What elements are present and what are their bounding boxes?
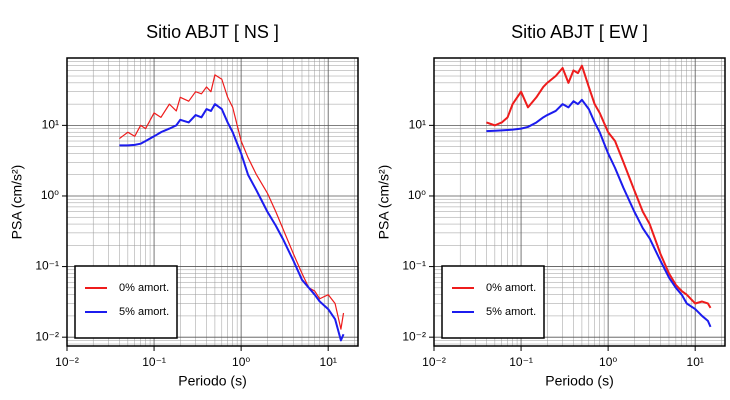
x-tick-label: 10¹: [687, 355, 704, 369]
data-line: [119, 103, 345, 342]
y-tick-label: 10⁻²: [35, 329, 59, 343]
x-tick-label: 10⁰: [599, 355, 617, 369]
y-tick-label: 10¹: [42, 118, 59, 132]
legend-label: 0% amort.: [486, 282, 536, 294]
chart-title: Sitio ABJT [ EW ]: [511, 22, 648, 42]
legend-label: 0% amort.: [119, 282, 169, 294]
data-line: [486, 64, 712, 309]
x-tick-label: 10⁰: [232, 355, 250, 369]
y-axis-label: PSA (cm/s²): [9, 165, 25, 240]
y-axis-label: PSA (cm/s²): [376, 165, 392, 240]
y-tick-label: 10¹: [409, 118, 426, 132]
legend-box: [74, 265, 178, 339]
y-tick-label: 10⁰: [408, 188, 426, 202]
y-tick-label: 10⁻¹: [35, 259, 59, 273]
x-tick-label: 10⁻²: [422, 355, 446, 369]
legend-label: 5% amort.: [486, 306, 536, 318]
y-tick-label: 10⁻¹: [402, 259, 426, 273]
chart-panel: Sitio ABJT [ NS ] 10⁻² 10⁻¹ 10⁰ 10¹ 10⁻² 10⁻¹ 1…: [9, 22, 359, 389]
chart-panel: Sitio ABJT [ EW ] 10⁻² 10⁻¹ 10⁰ 10¹ 10⁻² 10⁻¹ 1…: [376, 22, 726, 389]
x-tick-label: 10⁻²: [55, 355, 79, 369]
plot-frame: [66, 57, 359, 347]
x-tick-label: 10¹: [320, 355, 337, 369]
x-axis-label: Periodo (s): [178, 373, 246, 389]
x-tick-label: 10⁻¹: [509, 355, 533, 369]
chart-title: Sitio ABJT [ NS ]: [146, 22, 279, 42]
x-axis-label: Periodo (s): [545, 373, 613, 389]
x-tick-label: 10⁻¹: [142, 355, 166, 369]
data-line: [486, 98, 712, 328]
legend-box: [441, 265, 545, 339]
y-tick-label: 10⁻²: [402, 329, 426, 343]
y-tick-label: 10⁰: [41, 188, 59, 202]
data-line: [119, 74, 345, 330]
plot-frame: [433, 57, 726, 347]
legend-label: 5% amort.: [119, 306, 169, 318]
